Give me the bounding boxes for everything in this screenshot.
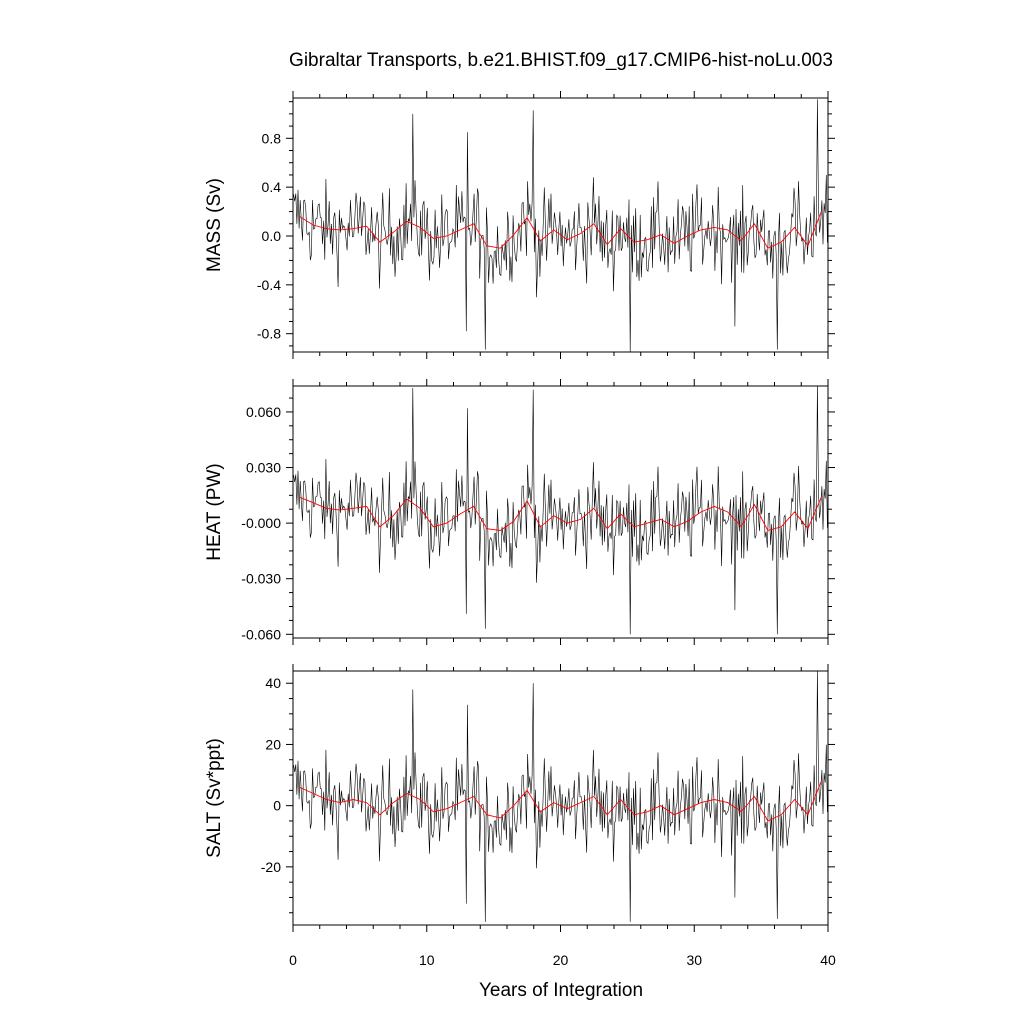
panel-1-y-axis-label: MASS (Sv) [204,178,225,272]
panel-3-y-axis-label: SALT (Sv*ppt) [204,738,225,858]
x-axis-label: Years of Integration [479,980,643,1001]
panel-1-y-tick-label: -0.4 [257,277,281,293]
x-tick-label: 30 [686,952,702,968]
panel-2-y-tick-label: 0.060 [246,404,281,420]
panel-3-y-tick-label: 20 [265,736,281,752]
x-tick-label: 0 [289,952,297,968]
panel-1-y-tick-label: 0.0 [262,228,282,244]
panel-3-y-tick-label: -20 [261,859,281,875]
panel-3-y-tick-label: 40 [265,675,281,691]
panel-2-monthly-series [293,386,828,635]
panel-2-annual-mean-series [299,496,822,532]
panel-1-y-tick-label: 0.4 [262,179,282,195]
panel-2-y-tick-label: 0.030 [246,460,281,476]
panel-2-y-tick-label: -0.060 [241,626,281,642]
x-tick-label: 10 [419,952,435,968]
panel-1-y-tick-label: 0.8 [262,130,282,146]
panel-1-annual-mean-series [299,211,822,249]
panel-3-monthly-series [293,671,828,922]
panel-2-y-axis-label: HEAT (PW) [204,463,225,560]
panel-2-y-tick-label: -0.030 [241,571,281,587]
x-tick-label: 20 [553,952,569,968]
panel-2-y-tick-label: -0.000 [241,515,281,531]
panel-3-annual-mean-series [299,781,822,822]
panel-1-monthly-series [293,99,828,352]
panel-1-y-tick-label: -0.8 [257,326,281,342]
chart-title: Gibraltar Transports, b.e21.BHIST.f09_g1… [289,50,833,71]
x-tick-label: 40 [820,952,836,968]
panel-3-y-tick-label: 0 [273,798,281,814]
